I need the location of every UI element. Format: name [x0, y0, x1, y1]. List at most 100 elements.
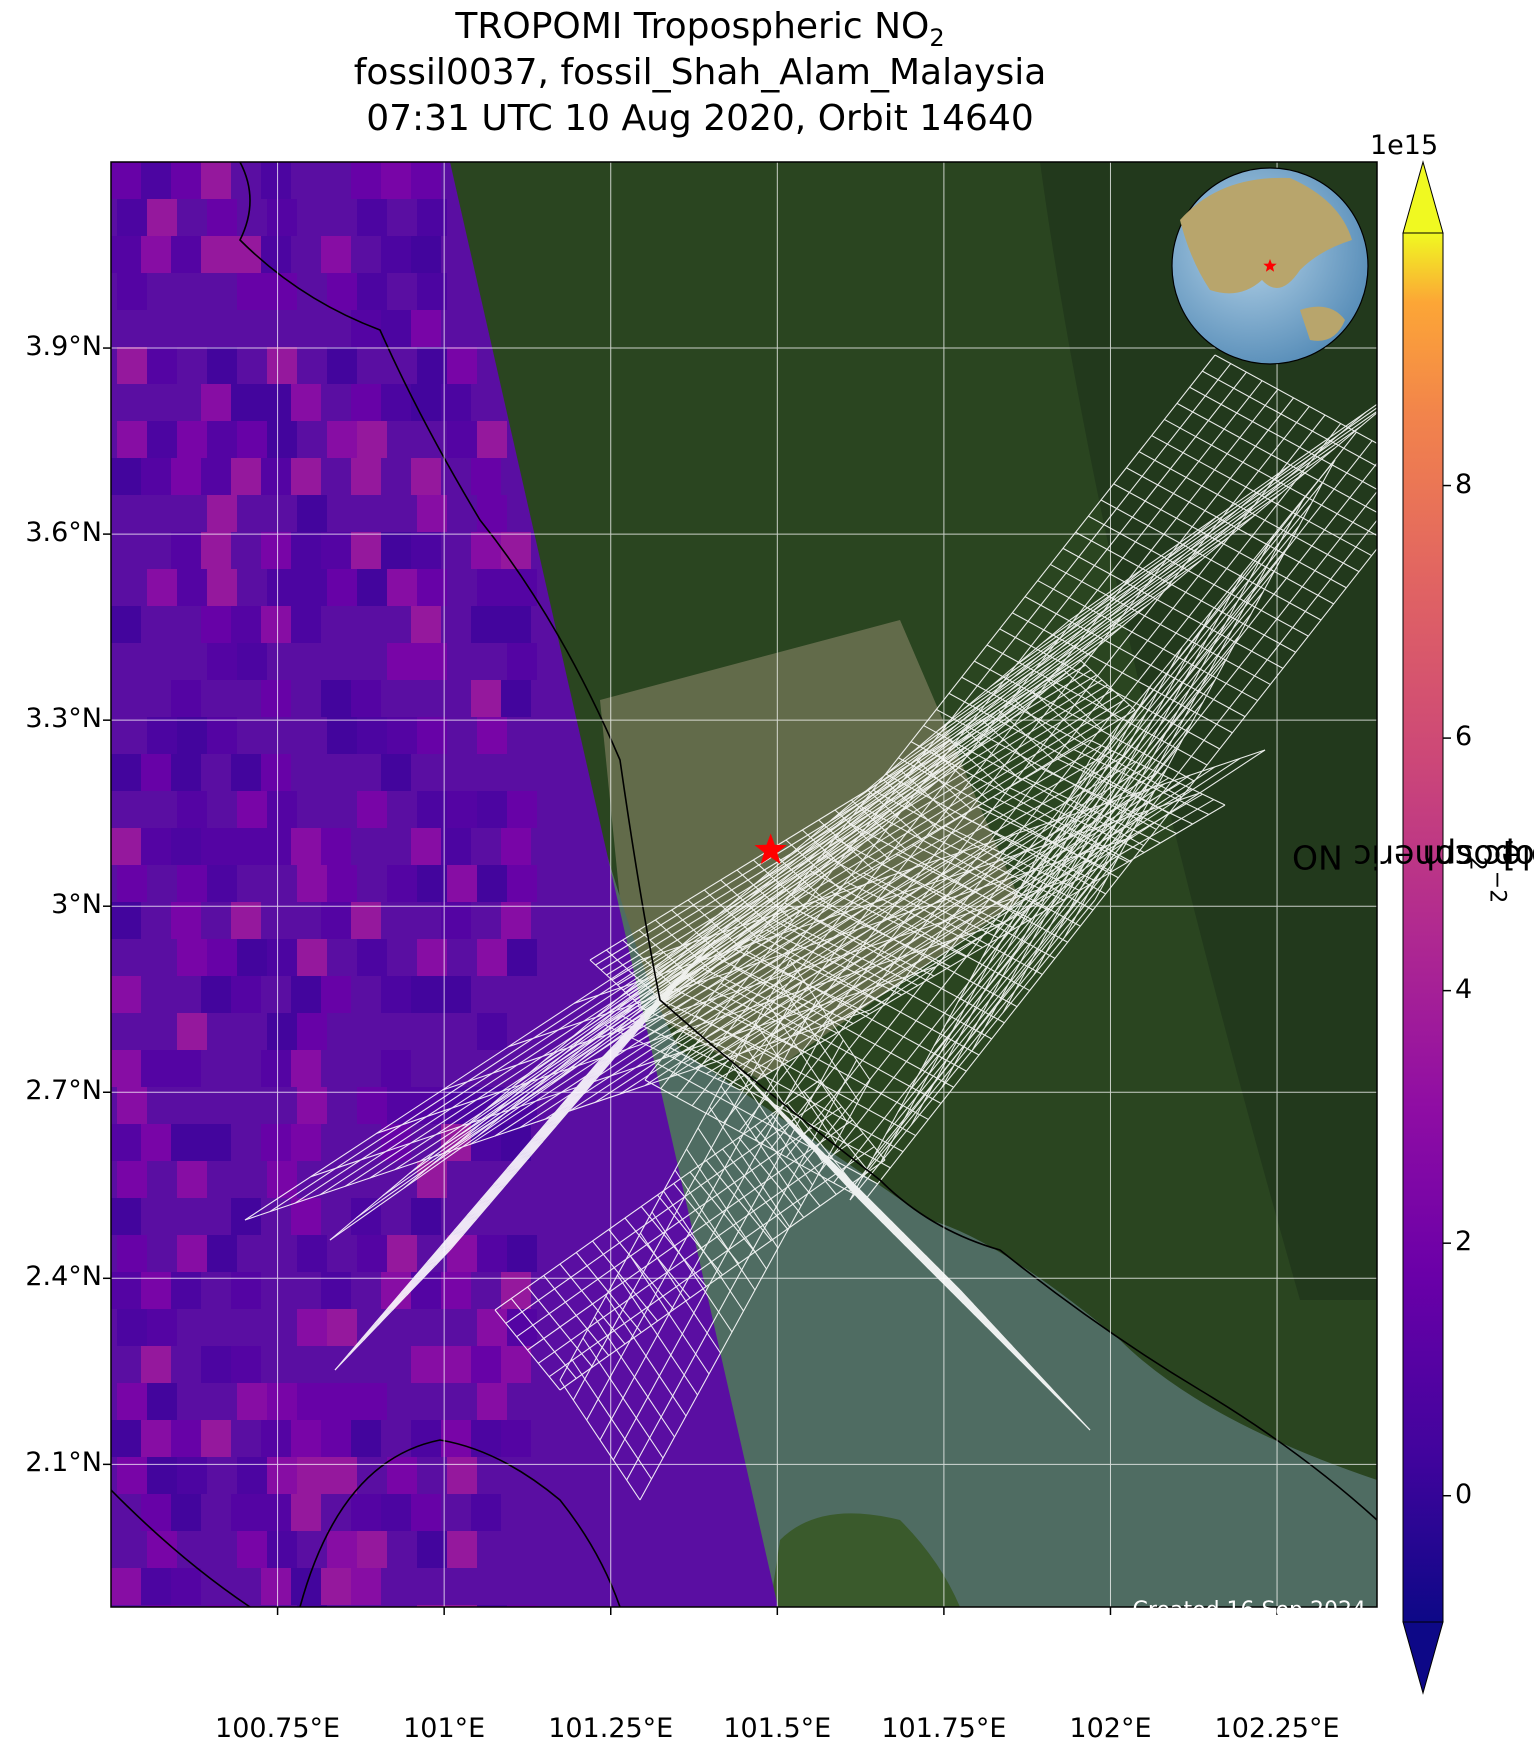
grid-line — [810, 1140, 941, 1281]
tropomi-pixel — [111, 754, 141, 791]
tropomi-pixel — [417, 717, 447, 754]
tropomi-pixel — [171, 1124, 201, 1161]
tropomi-pixel — [201, 1346, 231, 1383]
tropomi-pixel — [111, 1198, 141, 1235]
grid-line — [469, 883, 866, 1145]
tropomi-pixel — [267, 1457, 297, 1494]
grid-line — [1002, 572, 1244, 1013]
grid-line — [726, 647, 1097, 909]
tropomi-pixel — [117, 347, 147, 384]
grid-line — [778, 980, 859, 1102]
tropomi-pixel — [387, 717, 417, 754]
grid-line — [770, 423, 1342, 1149]
tropomi-pixel — [321, 976, 351, 1013]
tropomi-pixel — [177, 865, 207, 902]
tropomi-pixel — [117, 1457, 147, 1494]
tropomi-pixel — [411, 976, 441, 1013]
grid-line — [986, 644, 1208, 766]
grid-line — [691, 380, 1263, 1107]
grid-line — [567, 780, 939, 1042]
grid-line — [442, 879, 1068, 1091]
tropomi-pixel — [387, 1457, 417, 1494]
grid-line — [527, 1286, 593, 1368]
grid-line — [488, 846, 859, 1108]
grid-line — [269, 951, 666, 1213]
tropomi-pixel — [477, 495, 507, 532]
tropomi-pixel — [267, 569, 297, 606]
tropomi-pixel — [441, 384, 471, 421]
tropomi-pixel — [297, 1235, 327, 1272]
tropomi-pixel — [297, 495, 327, 532]
grid-line — [559, 1263, 626, 1345]
grid-line — [856, 1186, 987, 1327]
tropomi-pixel — [201, 236, 231, 273]
tropomi-pixel — [477, 1235, 507, 1272]
tropomi-pixel — [477, 791, 507, 828]
grid-line — [960, 815, 1096, 882]
grid-line — [910, 684, 1152, 1126]
tropomi-pixel — [387, 1235, 417, 1272]
grid-line — [766, 929, 902, 996]
colorbar-extend-bottom — [1402, 1621, 1444, 1695]
tropomi-pixel — [207, 569, 237, 606]
tropomi-pixel — [201, 384, 231, 421]
tropomi-pixel — [357, 1531, 387, 1568]
tropomi-pixel — [297, 939, 327, 976]
grid-line — [1214, 354, 1377, 444]
tropomi-pixel — [297, 1457, 327, 1494]
tropomi-pixel — [117, 273, 147, 310]
tropomi-pixel — [237, 273, 267, 310]
tropomi-pixel — [297, 1383, 327, 1420]
tropomi-pixel — [231, 1494, 261, 1531]
tropomi-pixel — [291, 1050, 321, 1087]
tropomi-pixel — [237, 421, 267, 458]
tropomi-pixel — [111, 1050, 141, 1087]
tropomi-pixel — [297, 1087, 327, 1124]
tropomi-pixel — [507, 643, 537, 680]
y-tick-label: 2.4°N — [25, 1261, 102, 1293]
colorbar — [1402, 160, 1451, 1695]
grid-line — [674, 1169, 756, 1291]
tropomi-pixel — [351, 1568, 381, 1605]
grid-line — [990, 425, 1362, 687]
tropomi-pixel — [507, 1605, 537, 1607]
tropomi-pixel — [327, 717, 357, 754]
colorbar-tick-marks — [1443, 484, 1451, 1497]
grid-line — [752, 625, 1124, 887]
tropomi-pixel — [471, 1346, 501, 1383]
tropomi-pixel — [267, 273, 297, 310]
tropomi-pixel — [261, 680, 291, 717]
grid-line — [628, 1253, 710, 1375]
tropomi-pixel — [327, 569, 357, 606]
grid-line — [913, 1243, 1045, 1385]
tropomi-pixel — [231, 902, 261, 939]
grid-line — [334, 1249, 451, 1371]
tropomi-pixel — [327, 273, 357, 310]
tropomi-pixel — [231, 754, 261, 791]
grid-line — [414, 1156, 530, 1278]
tropomi-pixel — [141, 1272, 171, 1309]
grid-line — [640, 1206, 707, 1287]
tropomi-pixel — [207, 199, 237, 236]
tropomi-pixels — [111, 162, 537, 1607]
tropomi-pixel — [291, 384, 321, 421]
grid-line — [660, 363, 1232, 1089]
grid-line — [599, 939, 716, 1061]
tropomi-pixel — [207, 421, 237, 458]
tropomi-pixel — [261, 1494, 291, 1531]
tropomi-pixel — [327, 1309, 357, 1346]
tropomi-pixel — [417, 273, 447, 310]
tropomi-pixel — [147, 569, 177, 606]
tropomi-pixel — [351, 458, 381, 495]
tropomi-pixel — [417, 347, 447, 384]
grid-line — [644, 825, 1041, 1087]
tropomi-pixel — [381, 1494, 411, 1531]
grid-line — [709, 1106, 790, 1228]
grid-line — [1100, 499, 1322, 621]
tropomi-pixel — [261, 384, 291, 421]
tropomi-pixel — [411, 1420, 441, 1457]
tropomi-pixel — [441, 828, 471, 865]
tropomi-pixel — [207, 1235, 237, 1272]
tropomi-pixel — [261, 1420, 291, 1457]
tropomi-pixel — [171, 828, 201, 865]
